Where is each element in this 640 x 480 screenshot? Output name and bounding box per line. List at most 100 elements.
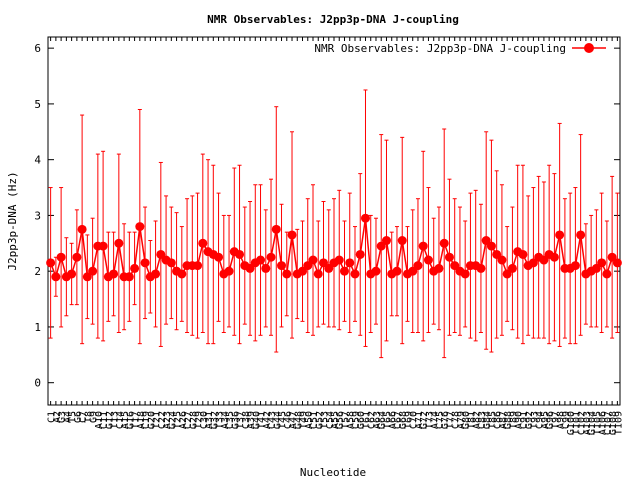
data-point [497, 255, 507, 265]
data-point [313, 269, 323, 279]
x-tick-label: G96 [545, 411, 556, 429]
x-tick-label: T89 [508, 411, 519, 429]
y-axis: 0 1 2 3 4 5 6 [34, 42, 620, 390]
x-tick-label: G9 [89, 411, 100, 423]
legend: NMR Observables: J2pp3p-DNA J-coupling [314, 42, 606, 55]
x-tick-label: G64 [377, 411, 388, 429]
x-tick-label: A42 [262, 411, 273, 429]
data-point [476, 263, 486, 273]
x-tick-label: C11 [99, 411, 110, 429]
x-tick-label: G88 [503, 411, 514, 429]
x-tick-label: A23 [162, 411, 173, 429]
x-tick-label: C54 [325, 411, 336, 429]
data-point [392, 266, 402, 276]
x-tick-label: G40 [251, 411, 262, 429]
data-point [282, 269, 292, 279]
x-tick-label: G92 [524, 411, 535, 429]
x-tick-label: T25 [173, 411, 184, 429]
data-point [277, 261, 287, 271]
x-tick-label: T105 [592, 411, 603, 435]
x-tick-label: C91 [519, 411, 530, 429]
x-tick-label: C102 [577, 411, 588, 435]
x-tick-label: A82 [472, 411, 483, 429]
y-tick-label: 2 [34, 265, 41, 278]
x-tick-label: A4 [62, 411, 73, 423]
x-tick-label: A55 [330, 411, 341, 429]
data-point [140, 258, 150, 268]
data-point [345, 258, 355, 268]
data-point [287, 230, 297, 240]
x-tick-label: C99 [561, 411, 572, 429]
x-tick-label: A47 [288, 411, 299, 429]
x-tick-label: T49 [299, 411, 310, 429]
x-tick-label: C35 [225, 411, 236, 429]
x-tick-label: C70 [409, 411, 420, 429]
x-tick-label: G24 [167, 411, 178, 429]
data-point [124, 272, 134, 282]
data-point [549, 252, 559, 262]
y-tick-label: 3 [34, 209, 41, 222]
x-tick-label: C46 [283, 411, 294, 429]
x-tick-label: A74 [430, 411, 441, 429]
data-point [413, 261, 423, 271]
x-tick-label: T17 [131, 411, 142, 429]
legend-label: NMR Observables: J2pp3p-DNA J-coupling [314, 42, 566, 55]
x-tick-label: G6 [73, 411, 84, 423]
x-tick-label: G72 [419, 411, 430, 429]
x-tick-label: T73 [424, 411, 435, 429]
x-tick-label: G28 [188, 411, 199, 429]
x-tick-label: A63 [372, 411, 383, 429]
data-point [193, 261, 203, 271]
x-tick-label: T21 [152, 411, 163, 429]
data-point [266, 252, 276, 262]
x-tick-label: C22 [157, 411, 168, 429]
data-point [256, 255, 266, 265]
x-tick-label: G12 [104, 411, 115, 429]
x-tick-label: T45 [278, 411, 289, 429]
x-tick-label: C62 [367, 411, 378, 429]
x-tick-label: G80 [461, 411, 472, 429]
x-tick-label: G104 [587, 411, 598, 435]
x-tick-label: C67 [393, 411, 404, 429]
data-point [371, 266, 381, 276]
data-point [486, 241, 496, 251]
data-point [114, 238, 124, 248]
x-tick-label: T61 [361, 411, 372, 429]
data-point [98, 241, 108, 251]
x-tick-label: C38 [241, 411, 252, 429]
data-point [72, 252, 82, 262]
x-tick-label: T97 [550, 411, 561, 429]
x-tick-label: G84 [482, 411, 493, 429]
data-point [88, 266, 98, 276]
x-tick-label: G108 [608, 411, 619, 435]
series-points [46, 213, 622, 282]
x-tick-label: A10 [94, 411, 105, 429]
data-point [612, 258, 622, 268]
x-tick-label: A39 [246, 411, 257, 429]
x-tick-label: G60 [356, 411, 367, 429]
data-point [439, 238, 449, 248]
x-tick-label: G76 [440, 411, 451, 429]
x-tick-label: A26 [178, 411, 189, 429]
data-point [418, 241, 428, 251]
data-point [444, 252, 454, 262]
y-tick-label: 4 [34, 154, 41, 167]
x-tick-label: G3 [57, 411, 68, 423]
x-tick-label: A79 [456, 411, 467, 429]
x-tick-label: T77 [445, 411, 456, 429]
x-tick-label: C43 [267, 411, 278, 429]
x-tick-label: C86 [493, 411, 504, 429]
data-point [308, 255, 318, 265]
x-tick-label: A66 [388, 411, 399, 429]
x-tick-label: C83 [477, 411, 488, 429]
x-tick-label: T85 [487, 411, 498, 429]
x-tick-label: G32 [209, 411, 220, 429]
data-point [507, 263, 517, 273]
y-tick-label: 0 [34, 377, 41, 390]
x-axis: C1A2G3A4T5G6C7T8G9A10C11G12T13C14A15G16T… [47, 37, 624, 435]
chart-title: NMR Observables: J2pp3p-DNA J-coupling [207, 13, 459, 26]
y-axis-label: J2pp3p-DNA (Hz) [6, 171, 19, 270]
x-tick-label: G20 [146, 411, 157, 429]
x-tick-label: A31 [204, 411, 215, 429]
